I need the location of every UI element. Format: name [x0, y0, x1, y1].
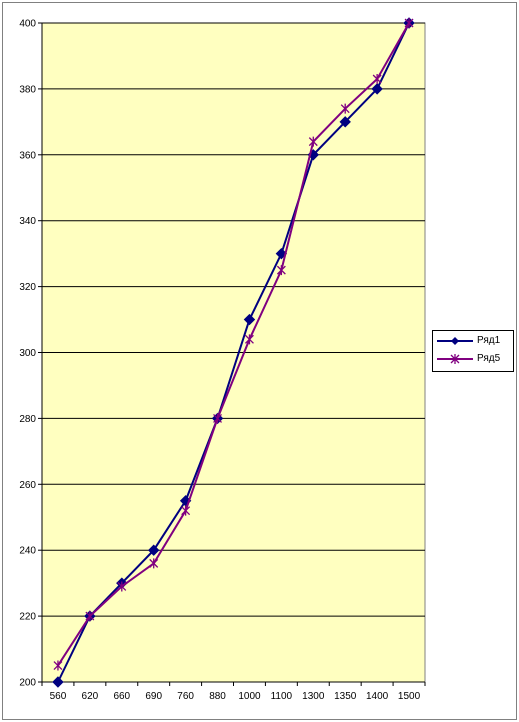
x-tick-label: 620	[82, 691, 99, 702]
x-tick-label: 690	[145, 691, 162, 702]
legend-item-series-1: Ряд1	[433, 333, 513, 349]
y-tick-label: 200	[19, 678, 36, 689]
y-tick-label: 400	[19, 19, 36, 30]
x-tick-label: 1100	[271, 691, 293, 702]
y-tick-label: 380	[19, 84, 36, 95]
data-point	[339, 116, 351, 128]
data-point	[52, 676, 64, 688]
x-tick-label: 1300	[302, 691, 325, 702]
series-line-2	[57, 22, 410, 667]
x-tick-label: 1400	[366, 691, 389, 702]
x-tick-label: 1000	[238, 691, 261, 702]
x-tick-label: 660	[113, 691, 130, 702]
legend-swatch-series-2	[437, 354, 473, 364]
y-tick-label: 340	[19, 216, 36, 227]
x-tick-label: 1350	[334, 691, 357, 702]
data-point	[213, 413, 223, 424]
x-tick-label: 880	[209, 691, 226, 702]
data-point	[117, 581, 127, 592]
legend: Ряд1 Ряд5	[432, 330, 514, 372]
data-point	[371, 83, 383, 95]
data-point	[308, 136, 318, 147]
data-point	[148, 544, 160, 556]
y-tick-label: 260	[19, 480, 36, 491]
data-point	[243, 313, 256, 326]
series-line-1	[57, 22, 410, 683]
data-point	[404, 18, 414, 28]
x-tick-label: 560	[50, 691, 67, 702]
x-tick-label: 1500	[398, 691, 421, 702]
legend-item-series-2: Ряд5	[433, 351, 513, 367]
data-point	[53, 660, 63, 671]
y-tick-label: 300	[19, 348, 36, 359]
y-tick-label: 240	[19, 546, 36, 557]
data-point	[149, 558, 159, 569]
data-point	[181, 505, 191, 516]
legend-swatch-series-1	[437, 337, 473, 345]
y-tick-label: 280	[19, 414, 36, 425]
data-point	[340, 103, 350, 114]
data-point	[372, 74, 382, 85]
data-point	[276, 265, 286, 276]
y-tick-label: 320	[19, 282, 36, 293]
x-tick-label: 760	[177, 691, 194, 702]
y-tick-label: 360	[19, 150, 36, 161]
y-tick-label: 220	[19, 612, 36, 623]
data-point	[244, 334, 254, 345]
legend-label-series-1: Ряд1	[477, 335, 501, 346]
data-point	[85, 611, 95, 622]
legend-label-series-2: Ряд5	[477, 353, 501, 364]
